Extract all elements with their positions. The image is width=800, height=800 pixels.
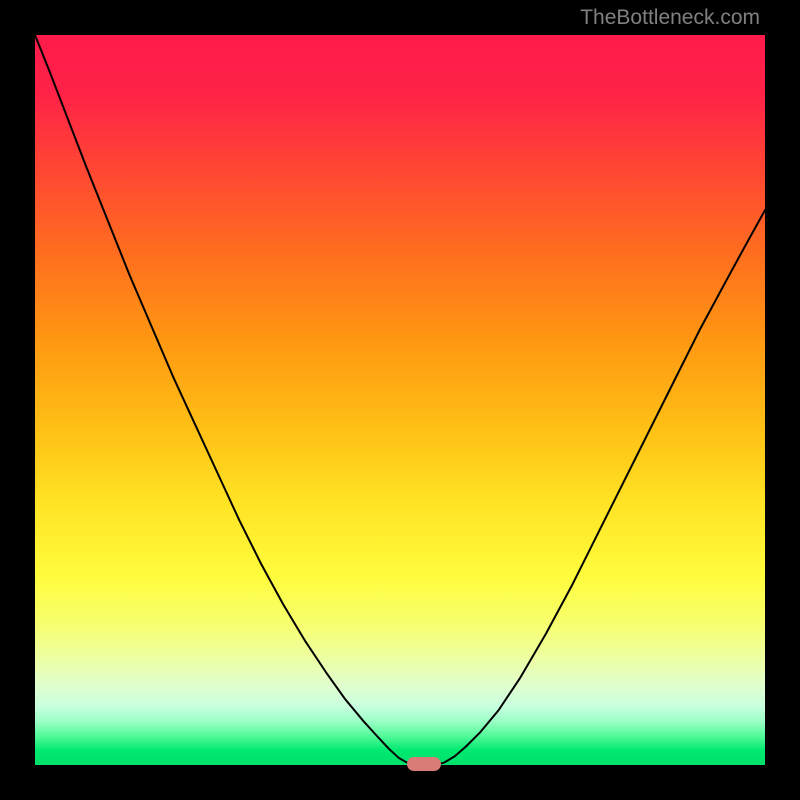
optimal-marker: [407, 757, 441, 771]
chart-container: TheBottleneck.com: [0, 0, 800, 800]
plot-area: [35, 35, 765, 765]
watermark-text: TheBottleneck.com: [580, 6, 760, 30]
bottleneck-curve: [35, 35, 765, 765]
